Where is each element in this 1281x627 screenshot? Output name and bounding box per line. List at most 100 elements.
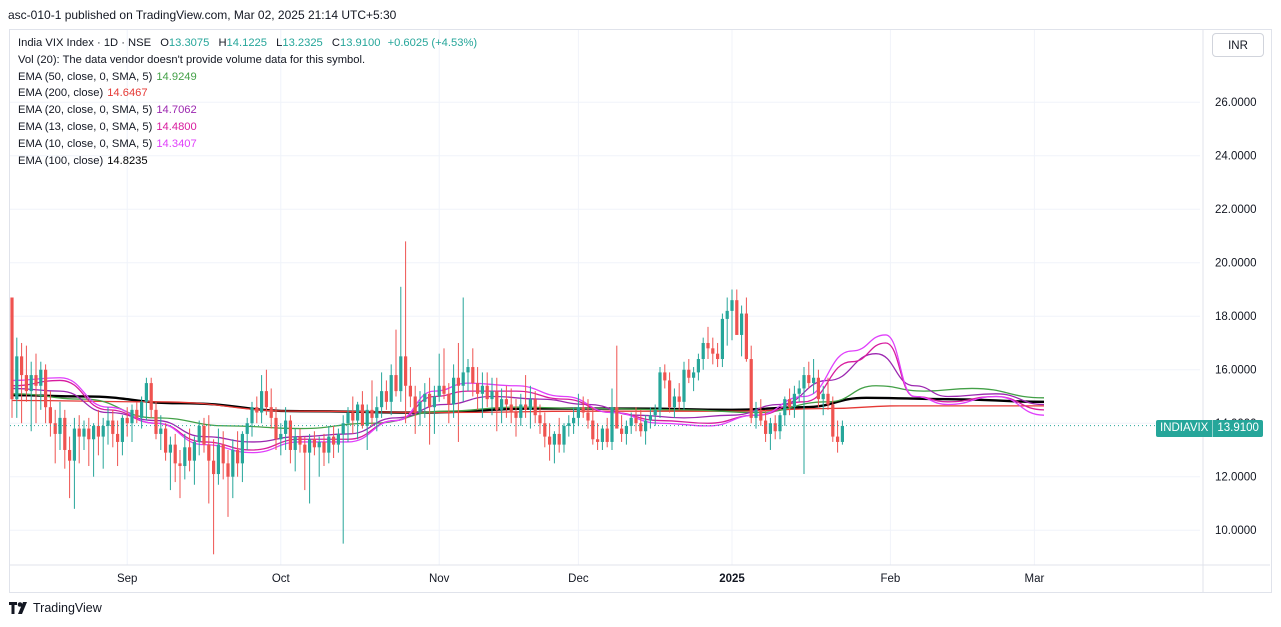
candle-body xyxy=(413,396,417,413)
candle-body xyxy=(773,423,777,432)
indicator-label: EMA (50, close, 0, SMA, 5) xyxy=(18,70,153,83)
candle-body xyxy=(807,375,811,384)
candle-body xyxy=(384,391,388,402)
candle-body xyxy=(783,399,787,416)
candle-body xyxy=(456,377,460,386)
candle-body xyxy=(466,367,470,373)
last-price-symbol: INDIAVIX xyxy=(1156,420,1214,437)
candle-body xyxy=(706,342,710,349)
candle-body xyxy=(677,396,681,402)
candle-body xyxy=(72,428,76,461)
candle-body xyxy=(250,407,254,424)
candle-body xyxy=(20,356,24,376)
candle-body xyxy=(322,441,326,453)
candle-body xyxy=(644,420,648,432)
candle-body xyxy=(605,428,609,442)
candle-body xyxy=(480,385,484,394)
candle-body xyxy=(524,404,528,410)
candle-body xyxy=(240,433,244,464)
candle-body xyxy=(730,300,734,311)
candle-body xyxy=(370,409,374,418)
candle-body xyxy=(394,375,398,392)
indicator-value: 14.4800 xyxy=(156,120,197,133)
candle-body xyxy=(639,423,643,432)
indicator-label: EMA (13, close, 0, SMA, 5) xyxy=(18,120,153,133)
candle-body xyxy=(399,356,403,392)
candle-body xyxy=(624,425,628,434)
ema-line xyxy=(11,399,1044,414)
currency-button[interactable]: INR xyxy=(1212,33,1264,57)
candle-body xyxy=(231,449,235,477)
candle-body xyxy=(140,401,144,418)
candle-body xyxy=(298,436,302,445)
candle-body xyxy=(504,399,508,405)
candle-body xyxy=(360,404,364,426)
candle-body xyxy=(533,399,537,416)
candle-body xyxy=(509,404,513,413)
candle-body xyxy=(552,433,556,445)
candle-body xyxy=(759,409,763,421)
candle-body xyxy=(500,399,504,410)
candle-body xyxy=(634,417,638,424)
indicator-value: 14.3407 xyxy=(156,137,197,150)
candle-body xyxy=(836,436,840,442)
indicator-value: 14.6467 xyxy=(107,87,148,100)
candle-body xyxy=(476,383,480,394)
candle-body xyxy=(461,372,465,386)
candle-body xyxy=(528,399,532,410)
indicator-value: 14.9249 xyxy=(156,70,197,83)
candle-body xyxy=(106,420,110,426)
candle-body xyxy=(562,425,566,445)
candle-body xyxy=(740,313,744,335)
candle-body xyxy=(336,433,340,445)
change-value: +0.6025 (+4.53%) xyxy=(387,37,478,49)
close-label: C xyxy=(331,37,340,49)
indicator-row: EMA (10, close, 0, SMA, 5) 14.3407 xyxy=(18,136,477,153)
candle-body xyxy=(648,415,652,421)
candle-body xyxy=(173,444,177,464)
candle-body xyxy=(178,463,182,467)
candle-body xyxy=(447,393,451,405)
x-tick-label: Oct xyxy=(272,573,291,585)
candle-body xyxy=(821,393,825,400)
candle-body xyxy=(168,444,172,453)
indicator-label: EMA (20, close, 0, SMA, 5) xyxy=(18,104,153,117)
candle-body xyxy=(816,377,820,400)
candle-body xyxy=(442,385,446,394)
candle-body xyxy=(802,375,806,389)
candle-body xyxy=(418,401,422,413)
candle-body xyxy=(15,356,19,400)
candle-body xyxy=(48,407,52,424)
candle-body xyxy=(668,380,672,408)
candle-body xyxy=(120,417,124,442)
high-value: 14.1225 xyxy=(226,37,267,49)
candle-body xyxy=(826,393,830,405)
indicator-row: EMA (100, close) 14.8235 xyxy=(18,153,477,170)
last-price-label: INDIAVIX 13.9100 xyxy=(1156,420,1263,437)
candle-body xyxy=(154,409,158,434)
candle-body xyxy=(164,428,168,453)
candle-body xyxy=(831,404,835,437)
candle-body xyxy=(452,377,456,405)
candle-body xyxy=(701,342,705,360)
candle-body xyxy=(260,391,264,413)
candle-body xyxy=(327,436,331,453)
candle-body xyxy=(351,412,355,421)
candle-body xyxy=(514,412,518,418)
y-tick-label: 24.0000 xyxy=(1215,151,1257,163)
candle-body xyxy=(687,369,691,378)
candle-body xyxy=(586,412,590,421)
y-tick-label: 16.0000 xyxy=(1215,365,1257,377)
tradingview-brand[interactable]: TradingView xyxy=(9,601,102,615)
candle-body xyxy=(778,415,782,432)
candle-body xyxy=(840,425,844,442)
candle-body xyxy=(197,425,201,442)
candle-body xyxy=(696,359,700,373)
x-tick-label: Sep xyxy=(117,573,137,585)
candle-body xyxy=(365,409,369,426)
candle-body xyxy=(159,428,163,434)
low-value: 13.2325 xyxy=(282,37,323,49)
chart-legend: India VIX Index · 1D · NSE O13.3075 H14.… xyxy=(18,35,477,169)
candle-body xyxy=(792,393,796,408)
